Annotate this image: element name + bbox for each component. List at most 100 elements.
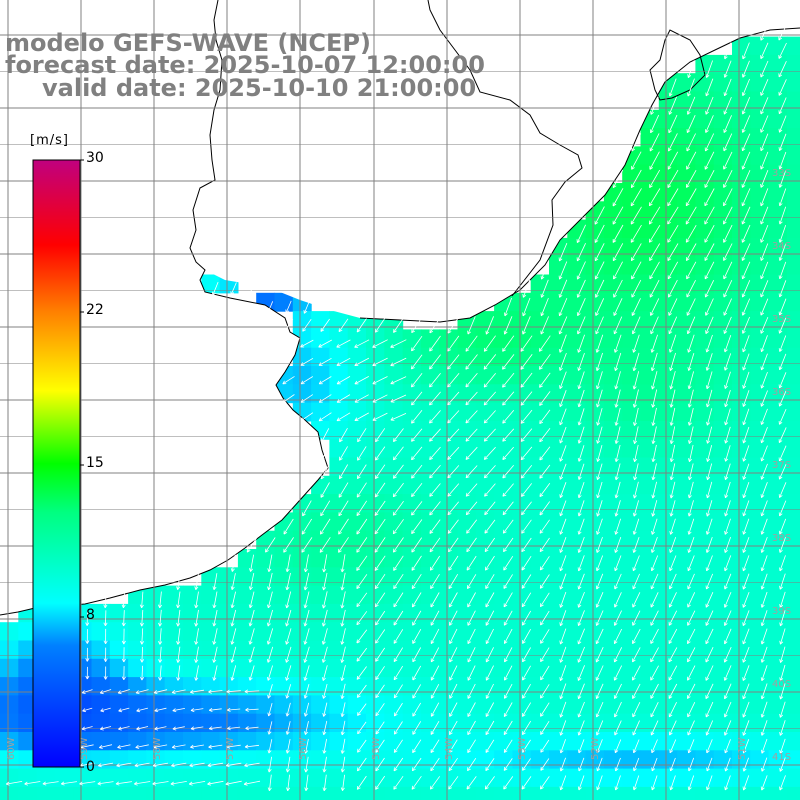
wind-speed-cell bbox=[677, 640, 696, 660]
wind-arrow bbox=[724, 445, 731, 462]
wind-speed-cell bbox=[201, 603, 221, 623]
wind-arrow bbox=[357, 446, 367, 461]
wind-speed-cell bbox=[786, 347, 800, 367]
wind-arrow bbox=[103, 666, 108, 680]
wind-arrow bbox=[338, 500, 349, 517]
wind-arrow bbox=[742, 500, 750, 517]
wind-arrow bbox=[705, 334, 713, 353]
wind-arrow bbox=[540, 592, 550, 608]
wind-arrow bbox=[249, 554, 254, 572]
wind-arrow bbox=[631, 133, 642, 152]
wind-speed-cell bbox=[402, 732, 422, 751]
wind-arrow bbox=[724, 720, 732, 736]
wind-speed-cell bbox=[512, 494, 532, 513]
wind-speed-cell bbox=[640, 457, 660, 477]
wind-arrow bbox=[448, 573, 459, 590]
wind-arrow bbox=[613, 628, 623, 645]
coast-outer bbox=[0, 0, 329, 616]
wind-arrow bbox=[411, 317, 423, 334]
wind-arrow bbox=[393, 684, 403, 699]
wind-arrow bbox=[779, 573, 786, 590]
wind-arrow bbox=[539, 372, 551, 388]
wind-arrow bbox=[687, 739, 695, 754]
lat-label: 40S bbox=[772, 679, 791, 690]
wind-arrow bbox=[632, 555, 640, 572]
wind-arrow bbox=[761, 757, 768, 772]
wind-speed-cell bbox=[567, 786, 587, 800]
wind-arrow bbox=[283, 518, 294, 535]
wind-speed-cell bbox=[786, 640, 800, 660]
wind-arrow bbox=[578, 739, 585, 754]
wind-arrow bbox=[614, 463, 621, 481]
wind-arrow bbox=[612, 206, 624, 225]
wind-arrow bbox=[723, 115, 732, 133]
wind-arrow bbox=[704, 206, 715, 225]
wind-arrow bbox=[521, 537, 532, 553]
wind-arrow bbox=[686, 280, 696, 298]
wind-arrow bbox=[430, 628, 440, 645]
colorbar-tick-8: 8 bbox=[86, 607, 95, 623]
wind-arrow bbox=[60, 781, 77, 786]
wind-arrow bbox=[760, 170, 769, 188]
wind-speed-cell bbox=[18, 695, 38, 715]
wind-speed-cell bbox=[658, 128, 678, 147]
wind-arrow bbox=[374, 573, 386, 590]
wind-arrow bbox=[651, 426, 657, 444]
wind-arrow bbox=[522, 684, 531, 699]
wind-arrow bbox=[724, 518, 731, 535]
wind-arrow bbox=[375, 428, 386, 443]
wind-arrow bbox=[596, 739, 603, 754]
wind-arrow bbox=[539, 409, 551, 424]
wind-arrow bbox=[650, 573, 659, 590]
wind-arrow bbox=[285, 572, 291, 591]
wind-arrow bbox=[559, 683, 567, 700]
wind-arrow bbox=[301, 537, 313, 553]
wind-speed-cell bbox=[494, 567, 513, 587]
wind-arrow bbox=[322, 774, 327, 792]
wind-speed-cell bbox=[164, 622, 184, 642]
wind-arrow bbox=[245, 707, 259, 712]
wind-arrow bbox=[577, 720, 585, 736]
wind-arrow bbox=[742, 701, 750, 718]
wind-arrow bbox=[139, 628, 145, 645]
wind-arrow bbox=[540, 316, 549, 335]
wind-arrow bbox=[340, 572, 346, 591]
wind-arrow bbox=[158, 646, 163, 663]
wind-arrow bbox=[632, 371, 640, 390]
wind-speed-cell bbox=[311, 603, 330, 623]
wind-arrow bbox=[704, 280, 715, 298]
wind-arrow bbox=[300, 339, 314, 348]
wind-speed-cell bbox=[695, 420, 715, 440]
wind-arrow bbox=[394, 721, 403, 735]
wind-speed-cell bbox=[512, 695, 532, 715]
wind-arrow bbox=[429, 519, 441, 534]
wind-speed-cell bbox=[622, 366, 642, 385]
wind-arrow bbox=[319, 537, 331, 553]
wind-speed-cell bbox=[786, 311, 800, 330]
wind-speed-cell bbox=[18, 768, 38, 788]
wind-arrow bbox=[340, 738, 346, 754]
wind-speed-cell bbox=[329, 402, 349, 422]
wind-arrow bbox=[522, 316, 531, 335]
wind-speed-cell bbox=[164, 603, 184, 623]
wind-arrow bbox=[596, 463, 603, 480]
wind-arrow bbox=[339, 446, 348, 461]
wind-arrow bbox=[595, 701, 604, 718]
wind-speed-cell bbox=[457, 512, 477, 532]
wind-arrow bbox=[540, 279, 549, 298]
wind-arrow bbox=[539, 501, 551, 516]
wind-speed-cell bbox=[475, 603, 495, 623]
wind-speed-cell bbox=[530, 494, 550, 513]
wind-speed-cell bbox=[311, 494, 330, 513]
wind-arrow bbox=[267, 702, 273, 717]
wind-arrow bbox=[303, 572, 310, 591]
wind-speed-cell bbox=[677, 494, 696, 513]
wind-arrow bbox=[778, 42, 787, 59]
wind-arrow bbox=[723, 683, 732, 700]
wind-speed-cell bbox=[494, 457, 513, 477]
wind-arrow bbox=[760, 335, 768, 353]
wind-arrow bbox=[226, 689, 241, 694]
wind-arrow bbox=[596, 444, 603, 462]
wind-speed-cell bbox=[384, 457, 404, 477]
